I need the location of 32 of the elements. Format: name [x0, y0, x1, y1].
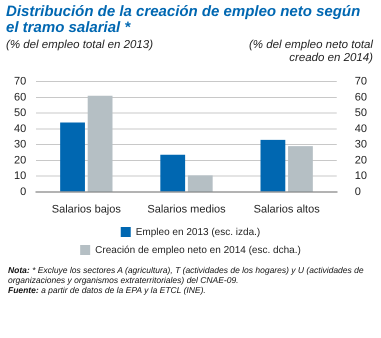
bar	[60, 122, 85, 192]
bar	[188, 175, 213, 192]
bar	[88, 96, 112, 192]
y-tick-label: 0	[20, 186, 26, 198]
bar	[260, 140, 286, 192]
bar	[288, 146, 313, 192]
source-note: Fuente: a partir de datos de la EPA y la ETCL (INE).	[8, 285, 206, 295]
text: Nota: * Excluye los sectores A (agricultura), T (actividades de los hogares) y U (actividades de organizaciones y organismos extraterritoriales) del CNAE-09.	[8, 265, 364, 285]
y2-tick-label: 60	[354, 91, 368, 104]
y-tick-label: 40	[14, 122, 26, 135]
x-tick-label: Salarios altos	[254, 203, 320, 216]
chart-title: Distribución de la creación de empleo neto según el tramo salarial *	[5, 2, 362, 36]
y-tick-label: 10	[14, 170, 26, 182]
y2-tick-label: 50	[354, 107, 368, 120]
y2-tick-label: 30	[354, 138, 368, 151]
y-tick-label: 50	[14, 107, 26, 120]
y2-tick-label: 70	[354, 76, 368, 88]
y2-axis-title: (% del empleo neto total creado en 2014)	[248, 39, 373, 65]
legend-label: Creación de empleo neto en 2014 (esc. dcha.)	[95, 244, 301, 256]
y-tick-label: 20	[14, 154, 26, 166]
y2-tick-label: 10	[354, 170, 368, 182]
y-tick-label: 70	[14, 76, 26, 88]
bar	[160, 154, 186, 192]
y-axis-title: (% del empleo total en 2013)	[6, 39, 154, 53]
legend-label: Empleo en 2013 (esc. izda.)	[136, 226, 260, 238]
x-tick-label: Salarios medios	[147, 203, 226, 216]
y2-tick-label: 40	[354, 122, 368, 135]
y2-tick-label: 0	[354, 186, 361, 198]
x-tick-label: Salarios bajos	[52, 203, 122, 216]
y-tick-label: 30	[14, 138, 26, 151]
y-tick-label: 60	[14, 91, 26, 104]
y2-tick-label: 20	[354, 154, 368, 166]
